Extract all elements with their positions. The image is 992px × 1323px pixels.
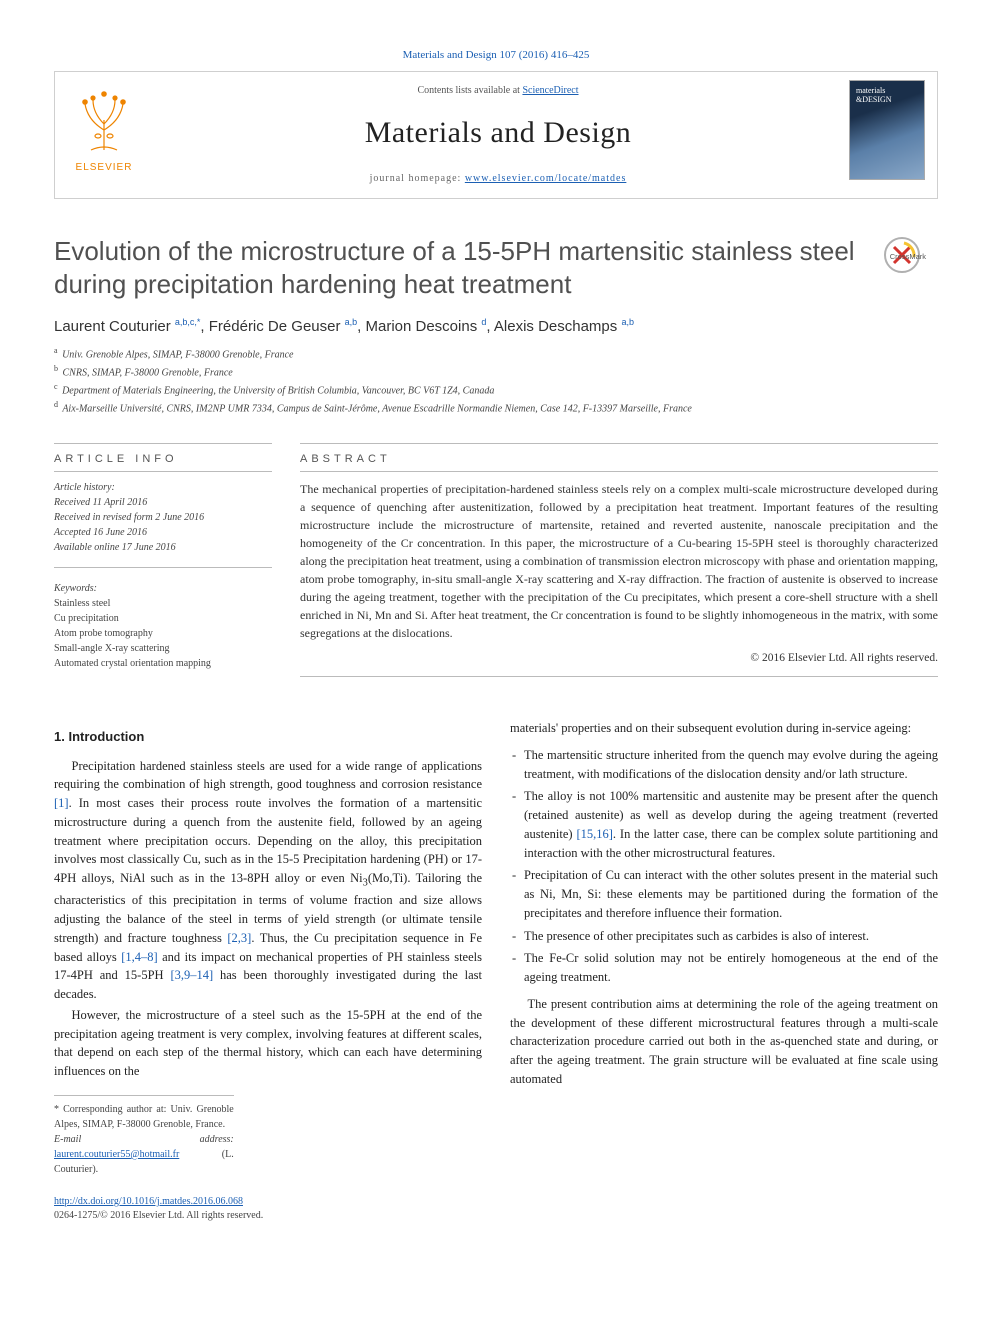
section-heading-introduction: 1. Introduction <box>54 727 482 747</box>
body-paragraph: The present contribution aims at determi… <box>510 995 938 1089</box>
corresponding-author-footnote: * Corresponding author at: Univ. Grenobl… <box>54 1095 234 1177</box>
footnote-email-line: E-mail address: laurent.couturier55@hotm… <box>54 1132 234 1177</box>
list-item: The presence of other precipitates such … <box>510 927 938 946</box>
journal-header: ELSEVIER Contents lists available at Sci… <box>54 71 938 199</box>
abstract-text: The mechanical properties of precipitati… <box>300 480 938 642</box>
rule <box>300 443 938 444</box>
history-line: Received 11 April 2016 <box>54 495 272 510</box>
keyword: Small-angle X-ray scattering <box>54 641 272 656</box>
authors-line: Laurent Couturier a,b,c,*, Frédéric De G… <box>54 316 938 337</box>
journal-cover-slot: materials &DESIGN <box>841 80 925 190</box>
list-item: The martensitic structure inherited from… <box>510 746 938 784</box>
spacer <box>54 685 938 719</box>
body-paragraph: Precipitation hardened stainless steels … <box>54 757 482 1004</box>
cover-text: materials &DESIGN <box>856 87 892 105</box>
keyword: Cu precipitation <box>54 611 272 626</box>
journal-homepage-link[interactable]: www.elsevier.com/locate/matdes <box>465 173 627 184</box>
list-item: The alloy is not 100% martensitic and au… <box>510 787 938 862</box>
list-item: Precipitation of Cu can interact with th… <box>510 866 938 922</box>
header-center: Contents lists available at ScienceDirec… <box>155 80 841 190</box>
page-footer: http://dx.doi.org/10.1016/j.matdes.2016.… <box>54 1195 938 1223</box>
title-row: Evolution of the microstructure of a 15-… <box>54 235 938 300</box>
rule <box>54 443 272 444</box>
body-paragraph: However, the microstructure of a steel s… <box>54 1006 482 1081</box>
abstract-col: ABSTRACT The mechanical properties of pr… <box>300 439 938 685</box>
rule <box>300 471 938 472</box>
rule <box>54 471 272 472</box>
keyword: Automated crystal orientation mapping <box>54 656 272 671</box>
abstract-label: ABSTRACT <box>300 452 938 467</box>
email-label: E-mail address: <box>54 1134 234 1145</box>
cover-text-l1: materials <box>856 86 885 95</box>
body-paragraph-col2-lead: materials' properties and on their subse… <box>510 719 938 738</box>
contents-lists-line: Contents lists available at ScienceDirec… <box>155 84 841 98</box>
crossmark-label: CrossMark <box>890 252 927 261</box>
history-label: Article history: <box>54 480 272 495</box>
article-info-col: ARTICLE INFO Article history: Received 1… <box>54 439 272 685</box>
abstract-copyright: © 2016 Elsevier Ltd. All rights reserved… <box>300 650 938 666</box>
homepage-prefix: journal homepage: <box>370 173 465 184</box>
history-line: Received in revised form 2 June 2016 <box>54 510 272 525</box>
keywords-list: Stainless steelCu precipitationAtom prob… <box>54 596 272 671</box>
rule <box>54 567 272 568</box>
crossmark-icon[interactable]: CrossMark <box>882 235 938 291</box>
bullet-list: The martensitic structure inherited from… <box>510 746 938 987</box>
keyword: Stainless steel <box>54 596 272 611</box>
journal-cover-thumbnail: materials &DESIGN <box>849 80 925 180</box>
article-title: Evolution of the microstructure of a 15-… <box>54 235 866 300</box>
affiliation-line: d Aix-Marseille Université, CNRS, IM2NP … <box>54 399 938 417</box>
elsevier-tree-icon: ELSEVIER <box>67 80 141 174</box>
history-line: Available online 17 June 2016 <box>54 540 272 555</box>
journal-title: Materials and Design <box>155 112 841 154</box>
contents-prefix: Contents lists available at <box>417 85 522 96</box>
journal-homepage-line: journal homepage: www.elsevier.com/locat… <box>155 172 841 186</box>
affiliation-line: a Univ. Grenoble Alpes, SIMAP, F-38000 G… <box>54 345 938 363</box>
keyword: Atom probe tomography <box>54 626 272 641</box>
issn-copyright: 0264-1275/© 2016 Elsevier Ltd. All right… <box>54 1210 263 1221</box>
publisher-logo-slot: ELSEVIER <box>67 80 155 190</box>
publisher-name: ELSEVIER <box>76 162 133 173</box>
doi-link[interactable]: http://dx.doi.org/10.1016/j.matdes.2016.… <box>54 1196 243 1207</box>
meta-abstract-row: ARTICLE INFO Article history: Received 1… <box>54 439 938 685</box>
keywords-label: Keywords: <box>54 582 272 596</box>
footnote-corresponding: * Corresponding author at: Univ. Grenobl… <box>54 1102 234 1132</box>
sciencedirect-link[interactable]: ScienceDirect <box>522 85 578 96</box>
article-history: Article history: Received 11 April 2016R… <box>54 480 272 555</box>
list-item: The Fe-Cr solid solution may not be enti… <box>510 949 938 987</box>
journal-ref-link[interactable]: Materials and Design 107 (2016) 416–425 <box>54 48 938 63</box>
affiliation-line: c Department of Materials Engineering, t… <box>54 381 938 399</box>
affiliation-line: b CNRS, SIMAP, F-38000 Grenoble, France <box>54 363 938 381</box>
rule <box>300 676 938 677</box>
page: Materials and Design 107 (2016) 416–425 <box>0 0 992 1259</box>
affiliations: a Univ. Grenoble Alpes, SIMAP, F-38000 G… <box>54 345 938 416</box>
cover-text-l2: &DESIGN <box>856 95 892 104</box>
article-info-label: ARTICLE INFO <box>54 452 272 467</box>
corresponding-email-link[interactable]: laurent.couturier55@hotmail.fr <box>54 1149 179 1160</box>
history-line: Accepted 16 June 2016 <box>54 525 272 540</box>
body-two-column: 1. Introduction Precipitation hardened s… <box>54 719 938 1177</box>
